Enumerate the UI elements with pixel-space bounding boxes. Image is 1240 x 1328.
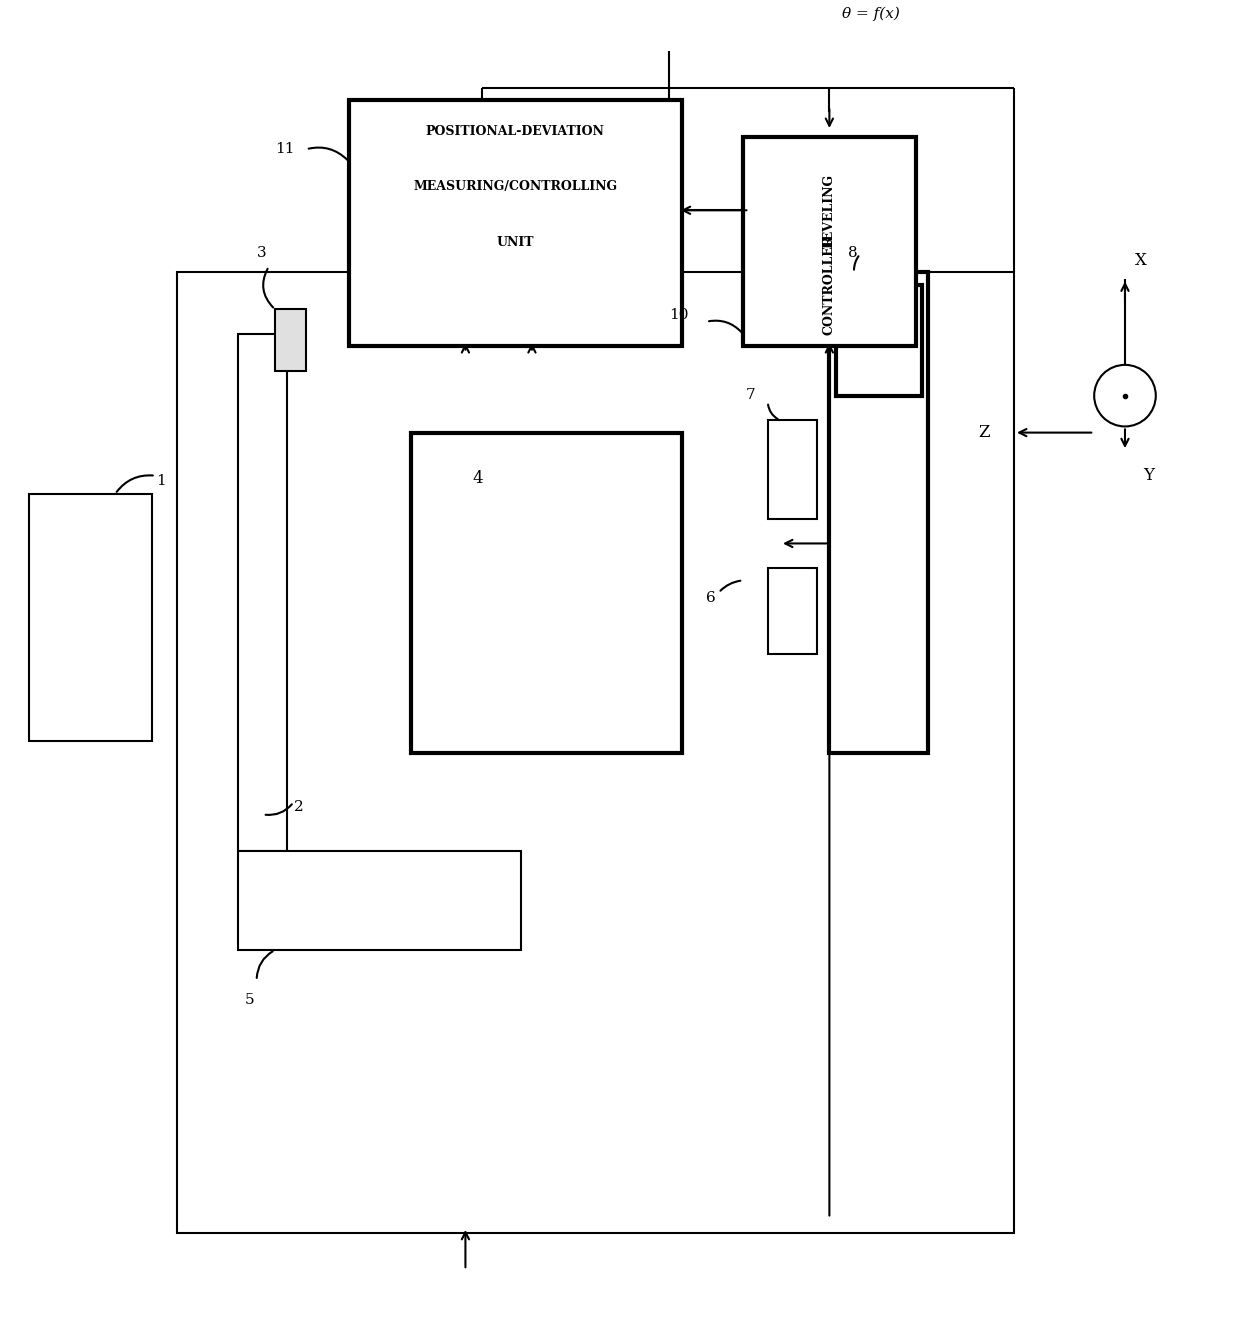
Text: POSITIONAL-DEVIATION: POSITIONAL-DEVIATION	[425, 125, 605, 138]
Text: 11: 11	[275, 142, 295, 157]
Bar	[176, 272, 1014, 1234]
Text: 8: 8	[848, 246, 858, 260]
Text: 7: 7	[745, 388, 755, 402]
Bar	[348, 100, 682, 347]
Text: Y: Y	[1143, 467, 1154, 485]
Text: 4: 4	[472, 470, 482, 486]
Text: 5: 5	[244, 993, 254, 1007]
Text: θ = f(x): θ = f(x)	[842, 7, 899, 21]
Text: Z: Z	[978, 424, 990, 441]
Bar	[743, 137, 915, 347]
Bar	[29, 494, 153, 741]
Text: UNIT: UNIT	[496, 235, 534, 248]
Bar	[830, 272, 928, 753]
Bar	[275, 309, 306, 371]
Bar	[410, 433, 682, 753]
Bar	[768, 420, 817, 519]
Bar	[238, 335, 288, 851]
Text: 6: 6	[707, 591, 715, 606]
Text: X: X	[1135, 252, 1147, 268]
Text: 1: 1	[156, 474, 165, 487]
Text: LEVELING: LEVELING	[823, 174, 836, 248]
Text: 3: 3	[257, 246, 267, 260]
Bar	[836, 284, 921, 396]
Bar	[768, 568, 817, 655]
Text: CONTROLLER: CONTROLLER	[823, 235, 836, 335]
Text: 2: 2	[294, 801, 304, 814]
Text: 10: 10	[670, 308, 688, 321]
Bar	[238, 851, 522, 950]
Text: MEASURING/CONTROLLING: MEASURING/CONTROLLING	[413, 181, 618, 193]
